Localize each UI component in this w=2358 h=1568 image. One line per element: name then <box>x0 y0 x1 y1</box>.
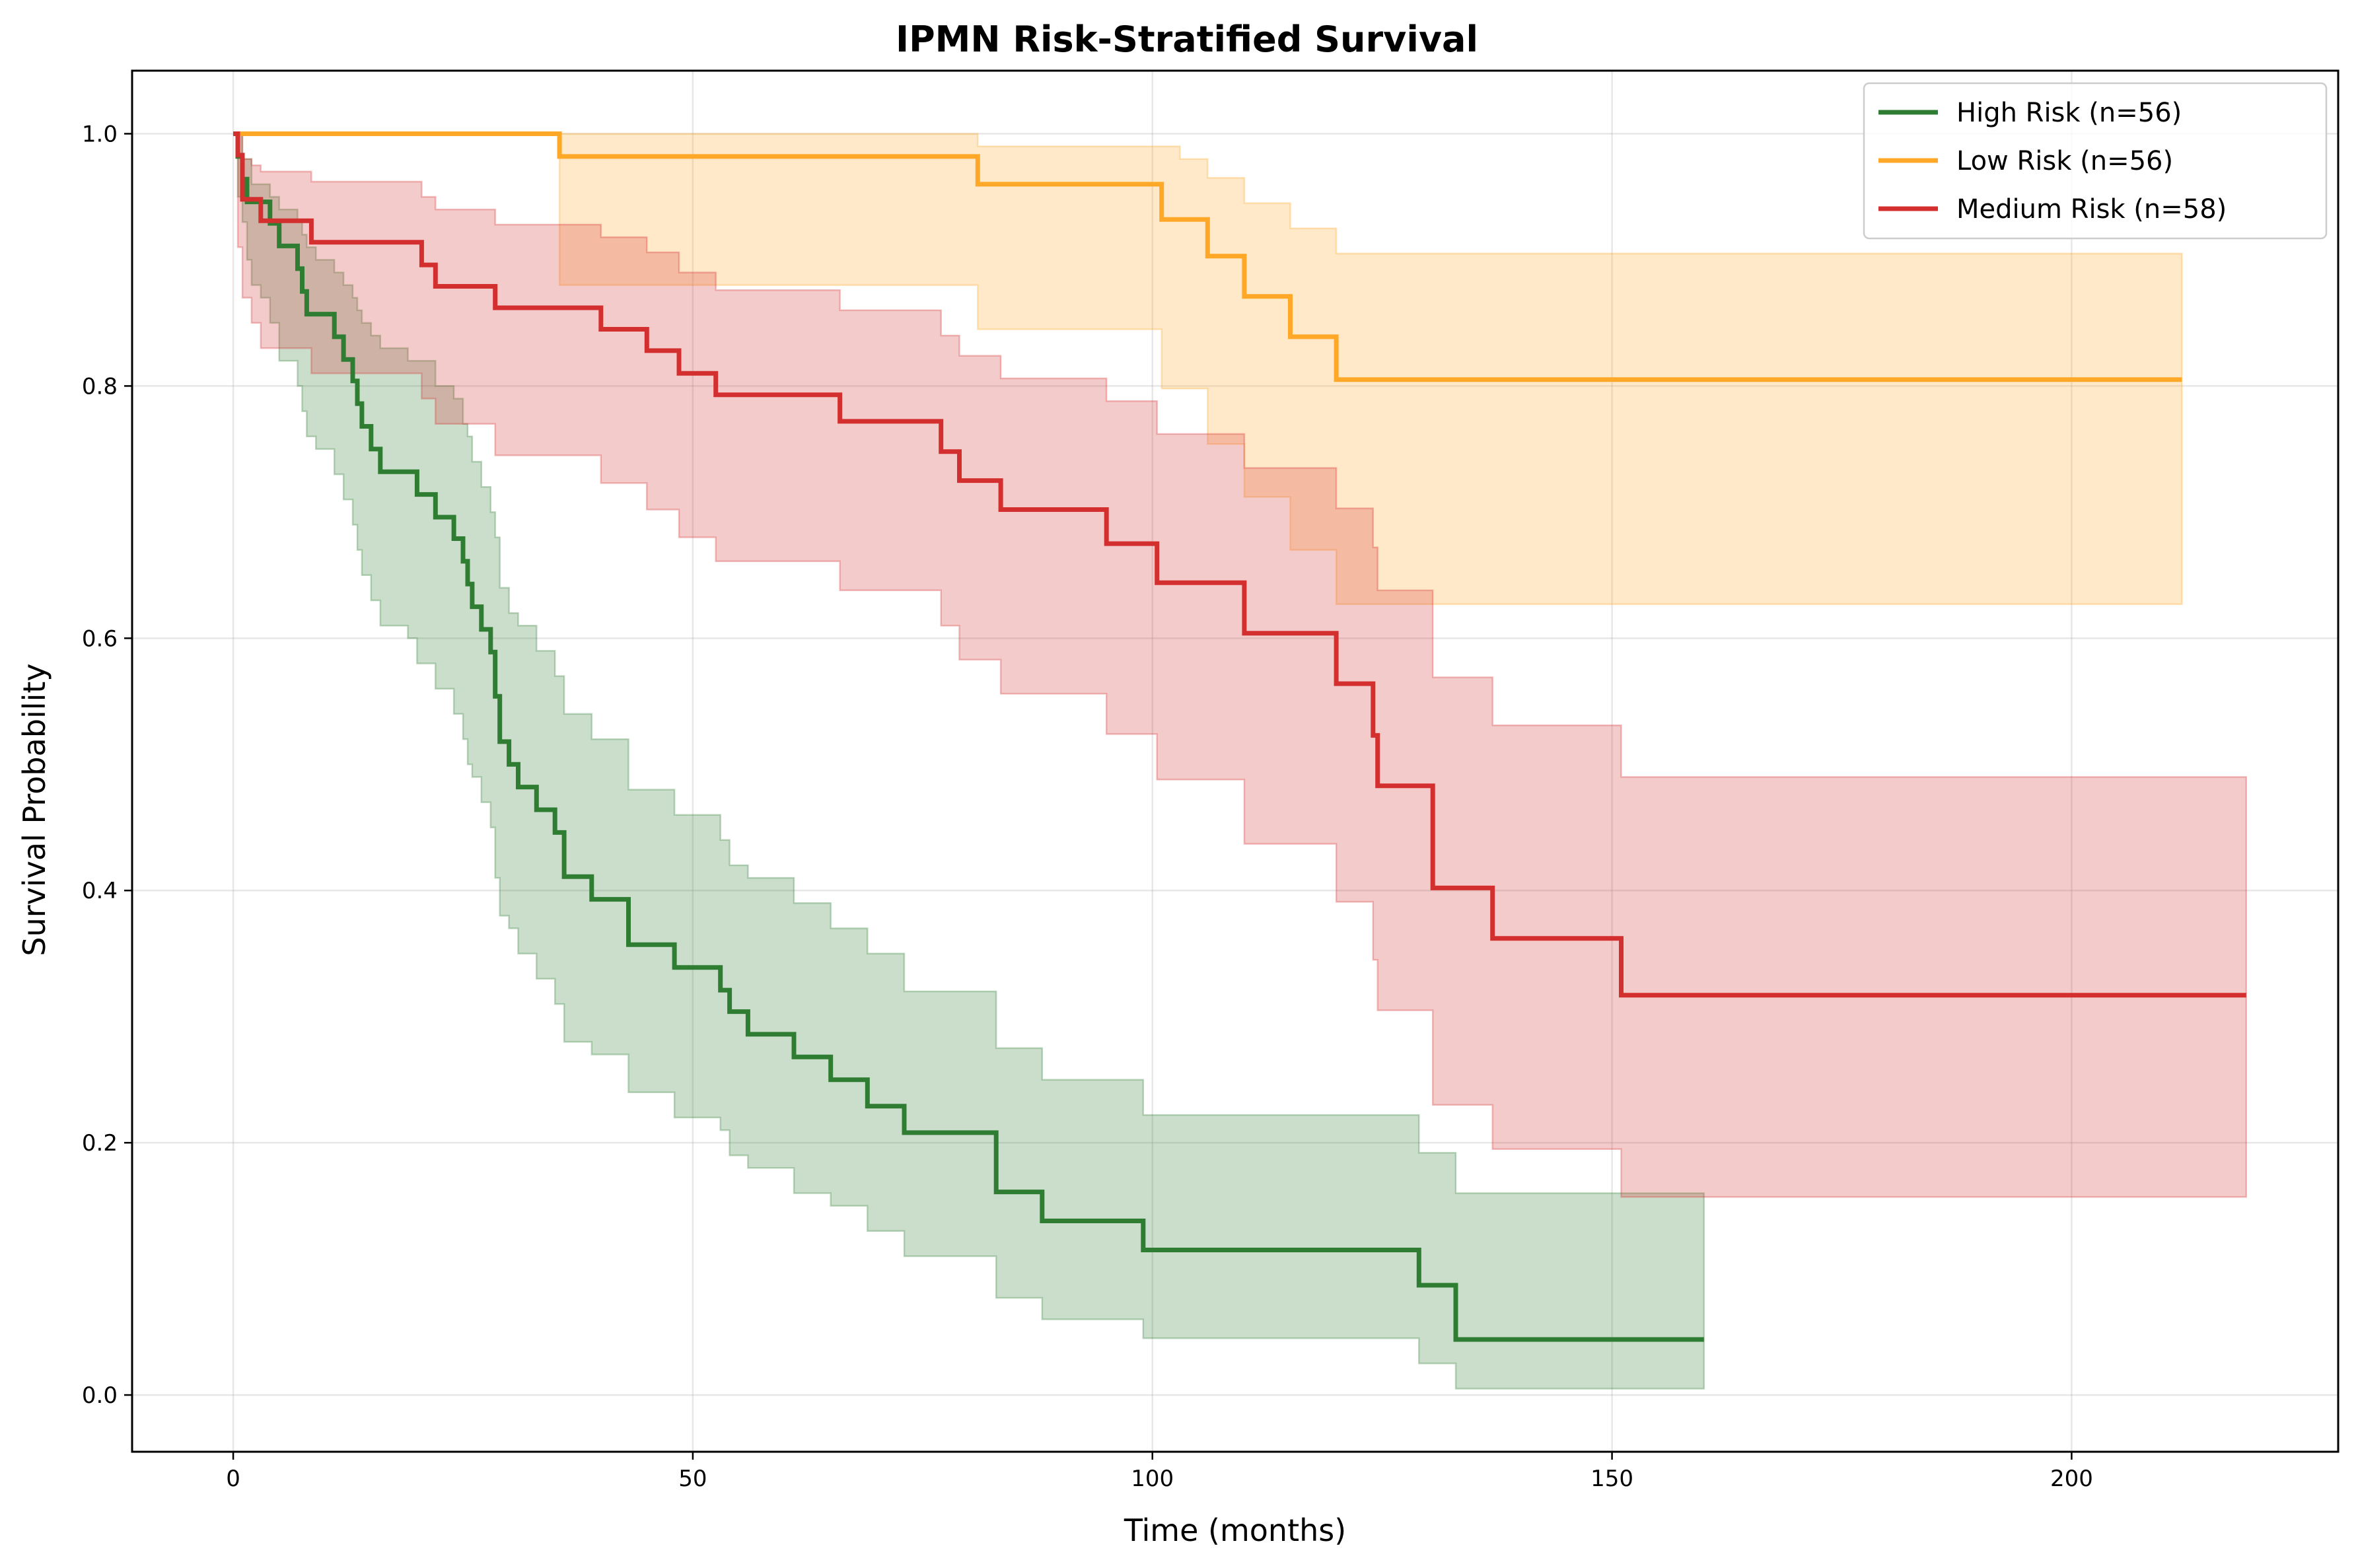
x-axis-label: Time (months) <box>1124 1513 1346 1548</box>
low-risk-survival-line <box>233 131 2182 382</box>
medium-risk-confidence-band <box>233 133 2248 1198</box>
high-risk-confidence-band <box>233 133 1705 1390</box>
x-tick-label: 0 <box>226 1466 240 1492</box>
x-tick-label: 50 <box>678 1466 707 1492</box>
x-tick-label: 100 <box>1131 1466 1174 1492</box>
high-risk-survival-line <box>233 131 1704 1342</box>
legend: High Risk (n=56) Low Risk (n=56) Medium Ri… <box>1863 82 2328 240</box>
x-tick-label: 200 <box>2050 1466 2093 1492</box>
y-tick-label: 0.4 <box>82 878 118 904</box>
x-tick-label: 150 <box>1590 1466 1633 1492</box>
y-tick-label: 0.2 <box>82 1130 118 1157</box>
survival-lines <box>233 131 2246 1342</box>
y-tick-label: 1.0 <box>82 121 118 147</box>
medium-risk-survival-line <box>233 131 2246 998</box>
chart-title: IPMN Risk-Stratified Survival <box>896 18 1478 60</box>
y-axis-label: Survival Probability <box>17 663 52 956</box>
y-tick-label: 0.0 <box>82 1382 118 1409</box>
y-tick-label: 0.8 <box>82 373 118 400</box>
axis-ticks: 0 50 100 150 200 0.0 0.2 0.4 0.6 0.8 1.0 <box>82 121 2093 1492</box>
confidence-bands <box>233 133 2248 1390</box>
medium-risk-legend-label: Medium Risk (n=58) <box>1956 194 2227 225</box>
high-risk-legend-label: High Risk (n=56) <box>1956 98 2182 128</box>
legend-box <box>1863 82 2328 240</box>
plot-area-frame <box>131 69 2340 1453</box>
low-risk-legend-label: Low Risk (n=56) <box>1956 146 2173 176</box>
low-risk-confidence-band <box>233 133 2183 606</box>
y-tick-label: 0.6 <box>82 625 118 652</box>
